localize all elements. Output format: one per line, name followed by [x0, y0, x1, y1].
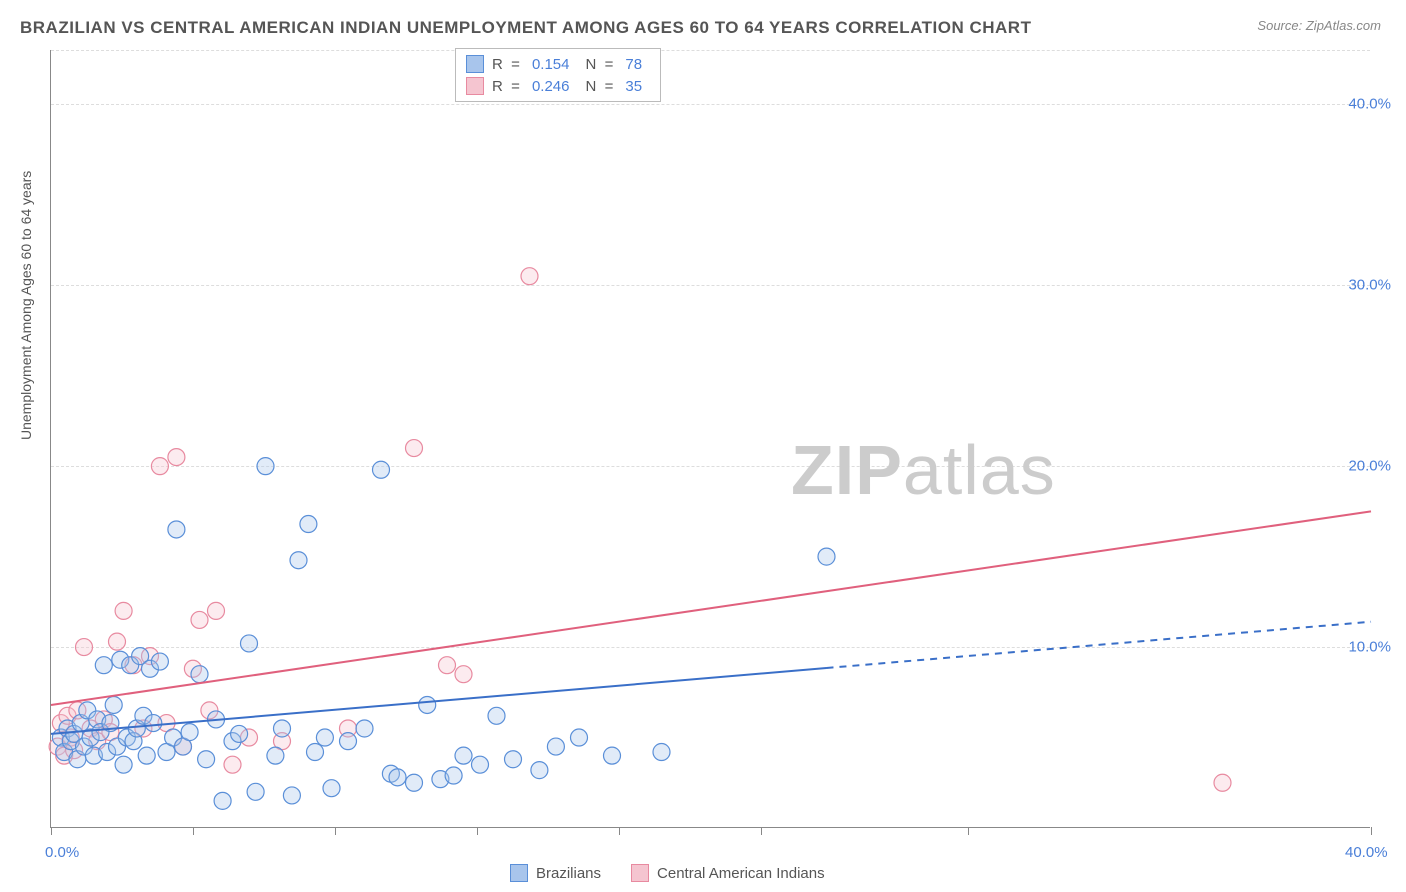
legend-n-value: 78 [625, 56, 642, 73]
scatter-point [521, 268, 538, 285]
scatter-point [373, 461, 390, 478]
scatter-point [356, 720, 373, 737]
scatter-point [105, 696, 122, 713]
source-attribution: Source: ZipAtlas.com [1257, 18, 1381, 33]
y-tick-label: 40.0% [1348, 96, 1391, 113]
scatter-point [406, 774, 423, 791]
x-tick [1371, 827, 1372, 835]
scatter-point [115, 756, 132, 773]
scatter-point [323, 780, 340, 797]
trend-line-solid [51, 668, 827, 734]
legend-n-label: N = [585, 78, 613, 95]
trend-line [51, 511, 1371, 705]
plot-area: ZIPatlas [50, 50, 1370, 828]
swatch-central-american [631, 864, 649, 882]
swatch-brazilians [510, 864, 528, 882]
scatter-point [389, 769, 406, 786]
scatter-point [181, 724, 198, 741]
scatter-point [455, 666, 472, 683]
scatter-point [241, 635, 258, 652]
scatter-point [247, 783, 264, 800]
scatter-point [307, 744, 324, 761]
scatter-point [198, 751, 215, 768]
scatter-point [1214, 774, 1231, 791]
legend-r-label: R = [492, 78, 520, 95]
trend-line-dashed [827, 622, 1372, 668]
legend-item-brazilians: Brazilians [510, 864, 601, 882]
legend-n-label: N = [585, 56, 613, 73]
scatter-point [653, 744, 670, 761]
scatter-point [340, 733, 357, 750]
x-tick [761, 827, 762, 835]
y-tick-label: 20.0% [1348, 458, 1391, 475]
x-tick [193, 827, 194, 835]
scatter-point [145, 715, 162, 732]
scatter-point [472, 756, 489, 773]
legend-label-brazilians: Brazilians [536, 865, 601, 882]
scatter-point [208, 602, 225, 619]
scatter-point [151, 458, 168, 475]
x-tick-label: 0.0% [45, 844, 79, 861]
scatter-point [604, 747, 621, 764]
scatter-point [488, 707, 505, 724]
scatter-point [267, 747, 284, 764]
legend-swatch [466, 55, 484, 73]
scatter-point [419, 696, 436, 713]
scatter-point [231, 725, 248, 742]
scatter-point [445, 767, 462, 784]
scatter-point [76, 639, 93, 656]
scatter-point [109, 633, 126, 650]
x-tick [968, 827, 969, 835]
y-axis-label: Unemployment Among Ages 60 to 64 years [18, 171, 34, 440]
scatter-point [257, 458, 274, 475]
scatter-point [505, 751, 522, 768]
scatter-point [168, 449, 185, 466]
chart-svg [51, 50, 1370, 827]
scatter-point [95, 657, 112, 674]
source-label: Source: [1257, 18, 1302, 33]
scatter-point [115, 602, 132, 619]
legend-r-value: 0.154 [532, 56, 570, 73]
scatter-point [531, 762, 548, 779]
legend-swatch [466, 77, 484, 95]
scatter-point [547, 738, 564, 755]
x-tick [51, 827, 52, 835]
scatter-point [300, 516, 317, 533]
scatter-point [138, 747, 155, 764]
scatter-point [274, 720, 291, 737]
scatter-point [283, 787, 300, 804]
scatter-point [151, 653, 168, 670]
scatter-point [191, 666, 208, 683]
x-tick [477, 827, 478, 835]
scatter-point [224, 756, 241, 773]
legend-r-label: R = [492, 56, 520, 73]
scatter-point [316, 729, 333, 746]
chart-title: BRAZILIAN VS CENTRAL AMERICAN INDIAN UNE… [20, 18, 1031, 38]
scatter-point [571, 729, 588, 746]
scatter-point [290, 552, 307, 569]
x-tick [335, 827, 336, 835]
legend-r-value: 0.246 [532, 78, 570, 95]
scatter-point [818, 548, 835, 565]
scatter-point [191, 611, 208, 628]
legend-item-central-american: Central American Indians [631, 864, 825, 882]
scatter-point [406, 440, 423, 457]
scatter-point [168, 521, 185, 538]
x-tick [619, 827, 620, 835]
legend-row: R = 0.154 N = 78 [466, 53, 650, 75]
scatter-point [439, 657, 456, 674]
y-tick-label: 10.0% [1348, 639, 1391, 656]
source-value: ZipAtlas.com [1306, 18, 1381, 33]
legend-n-value: 35 [625, 78, 642, 95]
scatter-point [455, 747, 472, 764]
legend-series: Brazilians Central American Indians [510, 864, 825, 882]
x-tick-label: 40.0% [1345, 844, 1388, 861]
scatter-point [214, 792, 231, 809]
legend-row: R = 0.246 N = 35 [466, 75, 650, 97]
legend-correlation: R = 0.154 N = 78 R = 0.246 N = 35 [455, 48, 661, 102]
y-tick-label: 30.0% [1348, 277, 1391, 294]
legend-label-central-american: Central American Indians [657, 865, 825, 882]
